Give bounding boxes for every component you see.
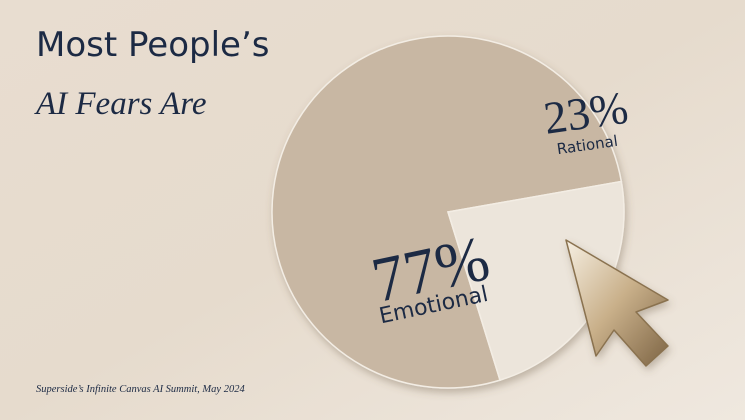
title-emphasis: AI Fears Are <box>34 86 206 122</box>
pie-slice <box>271 35 623 389</box>
title: Most People’s <box>36 25 269 65</box>
cursor-icon <box>565 239 669 367</box>
pie <box>271 35 625 389</box>
value-label: 23% <box>541 82 632 144</box>
source-note: Superside’s Infinite Canvas AI Summit, M… <box>36 384 245 395</box>
